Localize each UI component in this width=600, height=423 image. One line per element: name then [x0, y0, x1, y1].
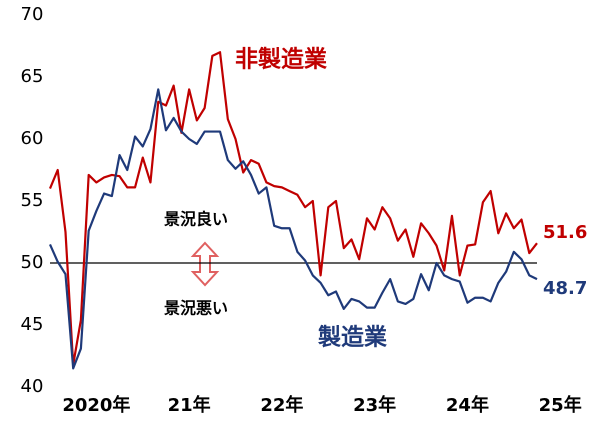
end-value-label: 48.7 [543, 278, 587, 299]
series-line [48, 88, 538, 370]
y-tick-label: 50 [21, 252, 44, 273]
y-tick-label: 65 [21, 66, 44, 87]
double-arrow [190, 241, 220, 287]
annotation-lower: 景況悪い [164, 299, 228, 318]
annotation-upper: 景況良い [164, 210, 228, 229]
y-tick-label: 60 [21, 128, 44, 149]
x-tick-label: 25年 [539, 394, 582, 416]
y-tick-label: 40 [21, 376, 44, 397]
x-tick-label: 24年 [446, 394, 489, 416]
y-tick-label: 70 [21, 4, 44, 25]
x-tick-label: 22年 [260, 394, 303, 416]
end-value-label: 51.6 [543, 222, 587, 243]
y-tick-label: 45 [21, 314, 44, 335]
series-name: 製造業 [317, 324, 388, 351]
x-tick-label: 21年 [168, 394, 211, 416]
series-name: 非製造業 [235, 46, 328, 73]
series-line [48, 51, 538, 366]
x-tick-label: 23年 [353, 394, 396, 416]
y-tick-label: 55 [21, 190, 44, 211]
x-tick-label: 2020年 [62, 394, 130, 416]
